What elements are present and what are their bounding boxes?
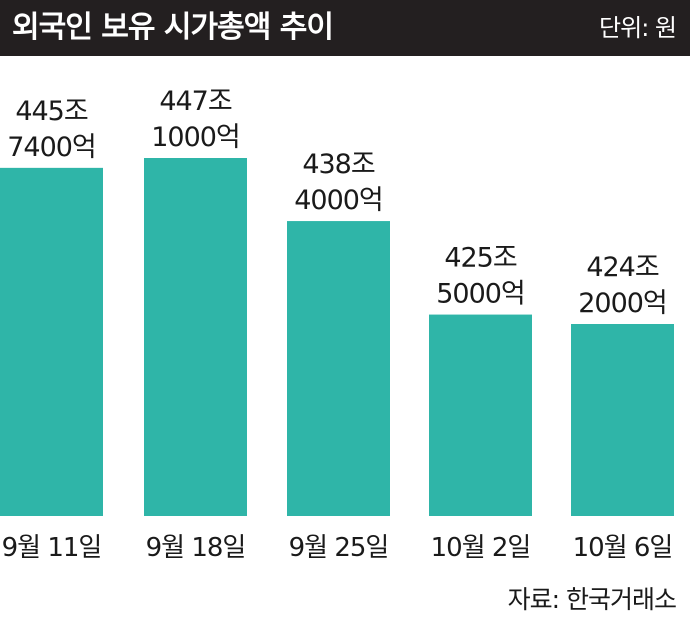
- bar-3: [287, 221, 390, 517]
- data-label-2-line-2: 1000억: [151, 122, 240, 153]
- bar-chart: 445조 7400억 9월 11일 447조 1000억 9월 18일 438조 4000억 9…: [0, 86, 674, 563]
- x-tick-label-3: 9월 25일: [289, 533, 389, 563]
- bar-2: [144, 158, 247, 516]
- data-label-5-line-2: 2000억: [578, 288, 667, 319]
- data-label-3-line-1: 438조: [302, 149, 375, 180]
- data-label-4-line-1: 425조: [444, 243, 517, 274]
- x-tick-label-4: 10월 2일: [431, 533, 531, 563]
- data-label-2-line-1: 447조: [159, 86, 232, 117]
- data-label-5-line-1: 424조: [586, 252, 659, 283]
- bar-1: [0, 167, 103, 516]
- bar-4: [429, 314, 532, 516]
- bar-5: [571, 324, 674, 516]
- data-label-1-line-2: 7400억: [7, 132, 96, 163]
- x-tick-label-5: 10월 6일: [573, 533, 673, 563]
- data-label-3-line-2: 4000억: [294, 185, 383, 216]
- source-note: 자료: 한국거래소: [507, 585, 677, 614]
- data-label-4-line-2: 5000억: [436, 279, 525, 310]
- unit-label: 단위: 원: [599, 14, 677, 42]
- data-label-1-line-1: 445조: [15, 96, 88, 127]
- x-tick-label-2: 9월 18일: [146, 533, 246, 563]
- title-bar: 외국인 보유 시가총액 추이 단위: 원: [0, 0, 690, 56]
- x-tick-label-1: 9월 11일: [2, 533, 102, 563]
- chart-title: 외국인 보유 시가총액 추이: [12, 10, 334, 45]
